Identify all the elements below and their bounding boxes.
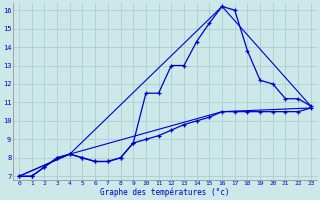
X-axis label: Graphe des températures (°c): Graphe des températures (°c) [100,188,230,197]
